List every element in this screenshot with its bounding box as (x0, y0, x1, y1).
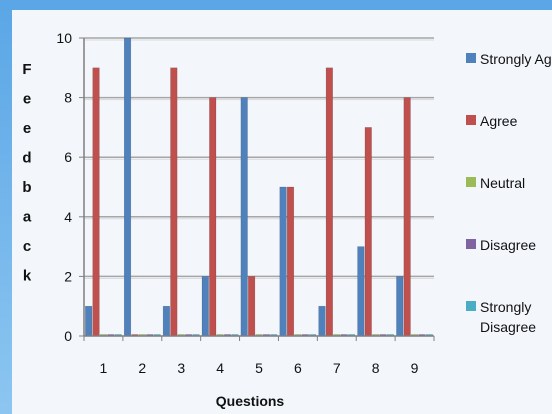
bar (357, 246, 365, 337)
y-tick-label: 0 (64, 328, 72, 344)
legend-swatch (466, 177, 476, 187)
legend-label: Strongly Agree (480, 51, 552, 67)
legend-label: Disagree (480, 237, 536, 253)
y-axis-label-letter: e (23, 120, 31, 137)
y-tick-label: 6 (64, 149, 72, 165)
legend-label: Disagree (480, 319, 536, 335)
y-tick-label: 4 (64, 209, 72, 225)
legend-swatch (466, 115, 476, 125)
bar (364, 127, 372, 337)
x-tick-label: 2 (138, 360, 146, 376)
x-tick-label: 4 (216, 360, 224, 376)
bar (162, 305, 170, 337)
bar (92, 67, 100, 337)
bar (201, 276, 209, 337)
legend-label: Neutral (480, 175, 525, 191)
bar (396, 276, 404, 337)
x-axis-label: Questions (216, 393, 285, 409)
x-tick-label: 9 (411, 360, 419, 376)
y-axis-label-letter: c (23, 238, 31, 255)
y-axis-label-letter: k (23, 268, 32, 285)
x-tick-label: 7 (333, 360, 341, 376)
y-axis-label-letter: b (22, 179, 31, 196)
legend-swatch (466, 239, 476, 249)
legend-label: Agree (480, 113, 518, 129)
axes (79, 37, 435, 341)
bar (248, 276, 256, 337)
legend-swatch (466, 53, 476, 63)
bar (170, 67, 178, 337)
y-tick-label: 8 (64, 90, 72, 106)
y-axis-label-letter: a (23, 209, 32, 226)
legend-swatch (466, 301, 476, 311)
x-tick-labels: 1 2 3 4 5 6 7 8 9 (100, 360, 419, 376)
x-tick-label: 8 (372, 360, 380, 376)
legend: Strongly Agree Agree Neutral Disagree Strong… (466, 51, 552, 335)
bar (209, 97, 217, 337)
y-axis-label-letter: d (22, 150, 31, 167)
y-tick-label: 2 (64, 268, 72, 284)
gridlines (84, 37, 434, 279)
bar (318, 305, 326, 337)
y-tick-labels: 0 2 4 6 8 10 (56, 30, 72, 344)
x-tick-label: 1 (100, 360, 108, 376)
legend-label: Strongly (480, 299, 531, 315)
bar (123, 37, 132, 337)
y-axis-label-letter: e (23, 91, 31, 108)
bars (85, 37, 433, 337)
bar (240, 97, 248, 337)
x-tick-label: 5 (255, 360, 263, 376)
bar (325, 67, 333, 337)
x-tick-label: 6 (294, 360, 302, 376)
y-axis-label-letter: F (22, 61, 31, 78)
bar (85, 305, 93, 337)
y-tick-label: 10 (56, 30, 72, 46)
x-tick-label: 3 (177, 360, 185, 376)
bar (403, 97, 411, 337)
bar (286, 186, 295, 337)
bar (279, 186, 287, 337)
